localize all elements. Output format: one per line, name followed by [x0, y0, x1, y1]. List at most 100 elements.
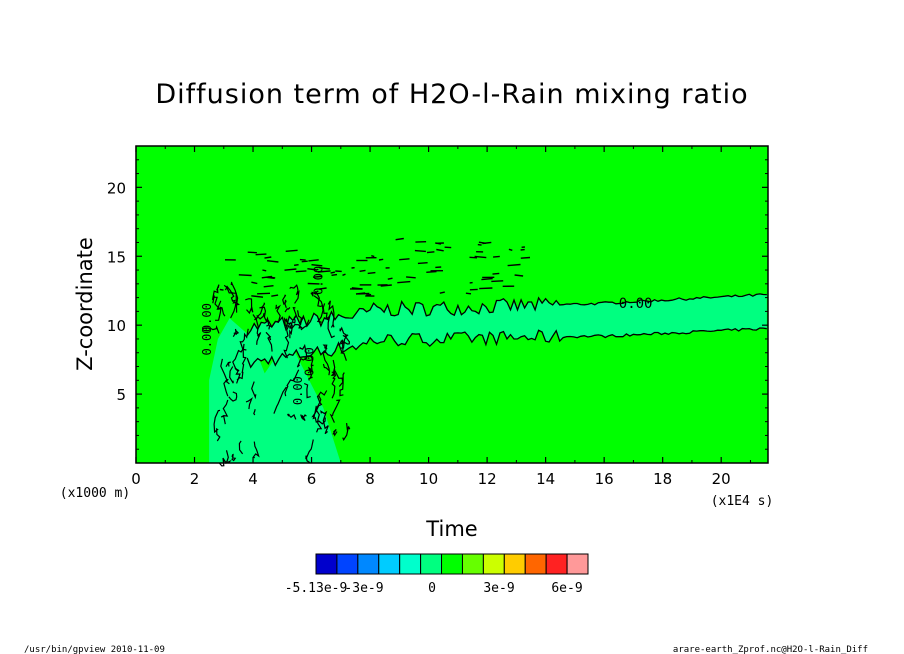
colorbar-cell [524, 553, 547, 575]
x-tick-label: 16 [595, 470, 614, 488]
contour-labels: 0.000.000.000.000.000.00 [200, 266, 652, 405]
contour-scribble [231, 453, 237, 462]
contour-scribble [300, 319, 310, 331]
contour-fragment [479, 287, 493, 290]
contour-scribble [265, 331, 273, 352]
contour-scribble [296, 343, 308, 368]
contour-scribble [338, 334, 351, 347]
contour-fragment [491, 280, 504, 283]
contour-scribble [228, 391, 238, 402]
contour-scribble [283, 316, 293, 330]
contour-fragment [469, 256, 478, 259]
contour-lines [209, 237, 767, 467]
colorbar-label: 6e-9 [551, 581, 582, 596]
contour-scribble [329, 399, 341, 423]
contour-fragment [477, 243, 482, 246]
contour-fragment [436, 248, 444, 252]
contour-fragment [267, 260, 279, 263]
contour-scribble [245, 298, 254, 315]
contour-scribble [232, 328, 240, 338]
contour-scribble [253, 409, 256, 416]
contour-fragment [317, 270, 331, 273]
contour-label: 0.00 [303, 347, 317, 376]
colorbar-cell [482, 553, 505, 575]
colorbar-label: 3e-9 [483, 581, 514, 596]
contour-fragment [520, 256, 531, 259]
x-tick-label: 0 [131, 470, 141, 488]
y-tick-label: 15 [107, 248, 126, 266]
contour-scribble [220, 399, 229, 425]
contour-scribble [339, 372, 345, 397]
contour-fragment [299, 258, 306, 261]
contour-scribble [213, 409, 221, 442]
contour-scribble [232, 348, 247, 372]
contour-scribble [236, 343, 247, 381]
colorbar [315, 553, 589, 575]
contour-fragment [492, 272, 500, 275]
contour-fragment [406, 276, 416, 279]
contour-scribble [245, 397, 253, 410]
contour-fragment [482, 241, 492, 245]
x-tick-label: 6 [307, 470, 317, 488]
contour-fragment [387, 277, 393, 280]
contour-fragment [318, 287, 327, 290]
colorbar-labels: -5.13e-9-3e-9 0 3e-9 6e-9 [285, 581, 583, 596]
x-tick-label: 14 [536, 470, 555, 488]
contour-scribble [273, 386, 287, 414]
contour-fragment [266, 276, 275, 279]
contour-scribble [223, 379, 229, 397]
colorbar-cell [503, 553, 526, 575]
x-axis-label: Time [425, 517, 477, 541]
contour-label: 0.00 [200, 303, 214, 332]
contour-fragment [359, 269, 366, 272]
contour-scribble [252, 314, 262, 345]
contour-scribble [216, 300, 226, 317]
contour-scribble [342, 423, 351, 442]
chart-title: Diffusion term of H2O-l-Rain mixing rati… [155, 79, 748, 110]
contour-scribble [322, 363, 331, 376]
convective-column-band [209, 318, 341, 463]
contour-fragment [295, 270, 307, 273]
contour-scribble [260, 302, 270, 327]
contour-scribble [297, 310, 302, 326]
contour-fragment [426, 251, 435, 254]
x-axis-unit: (x1E4 s) [711, 494, 774, 509]
colorbar-cell [399, 553, 422, 575]
contour-fragment [255, 253, 267, 256]
colorbar-cell [461, 553, 484, 575]
contour-fragment [417, 262, 428, 265]
contour-scribble [303, 382, 311, 399]
plot-frame [135, 145, 769, 464]
contour-fragment [414, 249, 426, 253]
colorbar-cell [566, 553, 589, 575]
contour-fragment [397, 280, 411, 284]
contour-fragment [367, 271, 376, 275]
contour-fragment [331, 273, 338, 276]
colorbar-label: -3e-9 [344, 581, 383, 596]
contour-scribble [307, 354, 314, 380]
contour-scribble [224, 285, 240, 306]
contour-fragment [465, 292, 472, 295]
colorbar-cell [441, 553, 463, 575]
contour-fragment [271, 294, 279, 297]
x-tick-label: 2 [190, 470, 200, 488]
contour-label: 0.00 [291, 376, 305, 405]
x-tick-label: 10 [419, 470, 438, 488]
contour-scribble [211, 284, 220, 304]
contour-fragment [395, 237, 404, 241]
x-axis-ticks: 0 2 4 6 8 10 12 14 16 18 20 [131, 146, 751, 488]
x-tick-label: 20 [712, 470, 731, 488]
x-tick-label: 8 [365, 470, 375, 488]
contour-fragment [263, 285, 274, 288]
x-tick-label: 12 [478, 470, 497, 488]
x-tick-label: 18 [653, 470, 672, 488]
colorbar-cell [357, 553, 380, 575]
contour-fragment [399, 258, 410, 261]
contour-scribble [310, 290, 324, 308]
contour-fragment [342, 273, 346, 276]
contour-label: 0.00 [619, 296, 653, 312]
contour-fragment [247, 251, 257, 254]
contour-fragment [514, 274, 524, 277]
contour-fragment [262, 269, 267, 272]
contour-scribble [327, 300, 335, 328]
